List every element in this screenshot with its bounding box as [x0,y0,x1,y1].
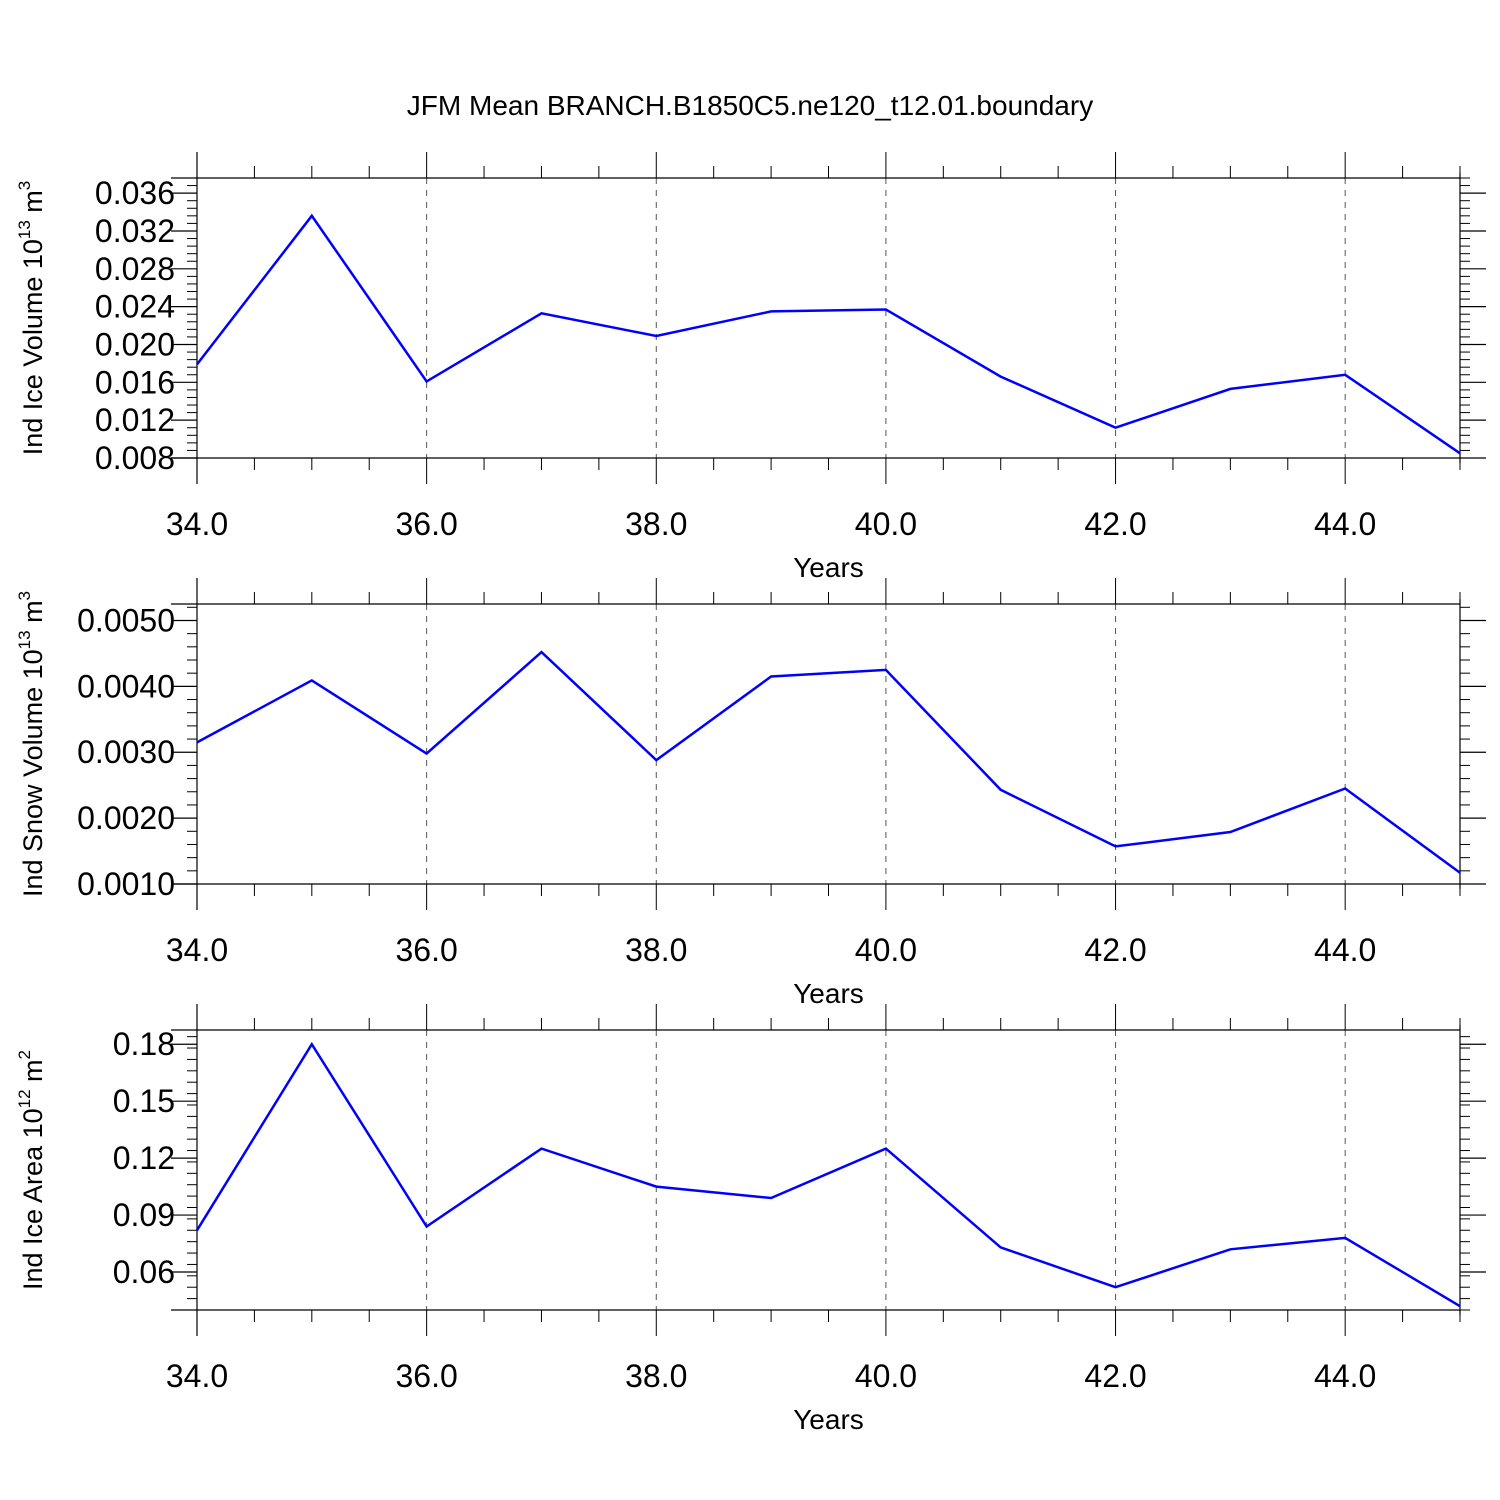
y-tick-label: 0.0030 [77,734,175,770]
y-tick-label: 0.016 [95,364,175,400]
series-line-1 [195,1041,1461,1308]
y-tick-label: 0.06 [113,1254,175,1290]
x-tick-label: 44.0 [1314,932,1376,968]
x-tick-label: 36.0 [395,506,457,542]
x-tick-label: 38.0 [625,932,687,968]
x-axis-label: Years [793,1404,864,1435]
y-tick-label: 0.0020 [77,800,175,836]
y-tick-label: 0.0050 [77,602,175,638]
y-tick-label: 0.008 [95,440,175,476]
x-tick-label: 44.0 [1314,1358,1376,1394]
x-axis-label: Years [793,552,864,583]
y-tick-label: 0.028 [95,251,175,287]
y-tick-label: 0.012 [95,402,175,438]
x-tick-label: 34.0 [166,1358,228,1394]
x-tick-label: 38.0 [625,506,687,542]
x-tick-label: 36.0 [395,932,457,968]
y-tick-label: 0.020 [95,326,175,362]
chart-panel-3: 0.06 0.09 0.12 0.15 0.18 34.0 36.0 38.0 40.0 42.0… [15,1004,1486,1435]
x-tick-label: 34.0 [166,506,228,542]
y-tick-label: 0.024 [95,289,175,325]
chart-panel-2: 0.0010 0.0020 0.0030 0.0040 0.0050 34.0 36.0 38… [15,578,1486,1009]
x-tick-label: 42.0 [1084,932,1146,968]
x-tick-label: 42.0 [1084,1358,1146,1394]
x-axis-label: Years [793,978,864,1009]
y-tick-label: 0.18 [113,1026,175,1062]
x-tick-label: 40.0 [855,506,917,542]
y-tick-label: 0.12 [113,1140,175,1176]
y-axis-label: Ind Ice Area 1012 m2 [15,1050,48,1290]
x-tick-label: 40.0 [855,1358,917,1394]
y-axis-label: Ind Ice Volume 1013 m3 [15,181,48,456]
x-tick-label: 40.0 [855,932,917,968]
y-tick-label: 0.036 [95,175,175,211]
y-tick-label: 0.15 [113,1083,175,1119]
chart-panel-1: 0.0080.0120.0160.0200.0240.0280.0320.036… [15,152,1486,583]
y-tick-label: 0.0010 [77,866,175,902]
y-tick-label: 0.09 [113,1197,175,1233]
x-tick-label: 38.0 [625,1358,687,1394]
y-tick-label: 0.0040 [77,668,175,704]
y-tick-label: 0.032 [95,213,175,249]
figure-title: JFM Mean BRANCH.B1850C5.ne120_t12.01.bou… [407,90,1093,121]
series-line-1 [196,650,1461,874]
x-tick-label: 34.0 [166,932,228,968]
x-tick-label: 42.0 [1084,506,1146,542]
series-line-1 [196,213,1461,455]
x-tick-label: 36.0 [395,1358,457,1394]
y-axis-label: Ind Snow Volume 1013 m3 [15,591,48,897]
x-tick-label: 44.0 [1314,506,1376,542]
